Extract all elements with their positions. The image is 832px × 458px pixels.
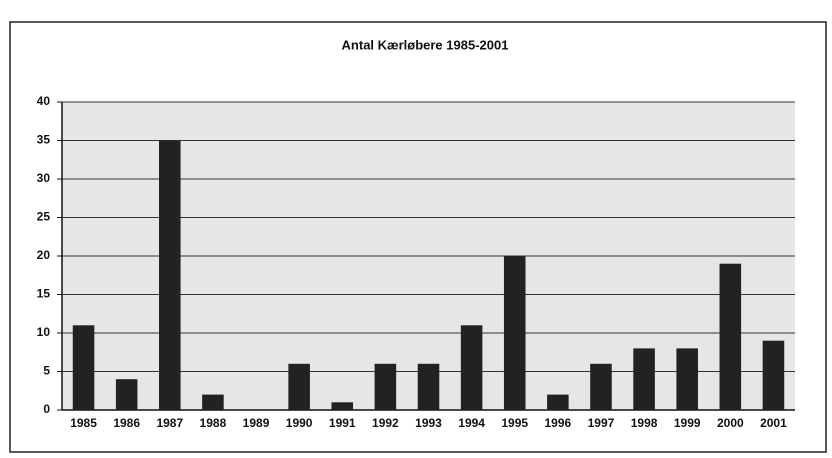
- bar: [676, 348, 698, 410]
- bar: [590, 363, 612, 410]
- x-tick-label: 1994: [458, 416, 485, 430]
- x-tick-label: 1988: [200, 416, 227, 430]
- bar: [331, 402, 354, 410]
- y-tick-label: 15: [37, 287, 51, 301]
- x-tick-label: 1996: [545, 416, 572, 430]
- bar: [503, 256, 526, 410]
- x-tick-label: 1995: [501, 416, 528, 430]
- y-tick-label: 25: [37, 210, 51, 224]
- x-tick-label: 1986: [113, 416, 140, 430]
- y-tick-label: 0: [43, 402, 50, 416]
- y-tick-label: 20: [37, 248, 51, 262]
- x-tick-label: 1990: [286, 416, 313, 430]
- x-tick-label: 1987: [156, 416, 183, 430]
- x-tick-label: 2001: [760, 416, 787, 430]
- y-tick-label: 30: [37, 171, 51, 185]
- x-tick-label: 1989: [243, 416, 270, 430]
- x-tick-label: 2000: [717, 416, 744, 430]
- bar: [547, 394, 569, 410]
- bar: [719, 263, 742, 410]
- y-tick-label: 35: [37, 133, 51, 147]
- y-tick-label: 5: [43, 364, 50, 378]
- bar: [159, 140, 181, 410]
- y-tick-label: 10: [37, 325, 51, 339]
- bar: [288, 363, 310, 410]
- x-tick-label: 1999: [674, 416, 701, 430]
- bar: [633, 348, 655, 410]
- bar: [115, 379, 138, 410]
- bar: [72, 325, 95, 410]
- x-tick-label: 1997: [588, 416, 615, 430]
- bar: [762, 340, 785, 410]
- x-tick-label: 1993: [415, 416, 442, 430]
- x-tick-label: 1998: [631, 416, 658, 430]
- bar: [460, 325, 483, 410]
- bar: [202, 394, 224, 410]
- x-tick-label: 1985: [70, 416, 97, 430]
- bar: [417, 363, 440, 410]
- x-tick-label: 1992: [372, 416, 399, 430]
- chart-title: Antal Kærløbere 1985-2001: [342, 37, 509, 52]
- y-tick-label: 40: [37, 94, 51, 108]
- bar: [374, 363, 397, 410]
- x-tick-label: 1991: [329, 416, 356, 430]
